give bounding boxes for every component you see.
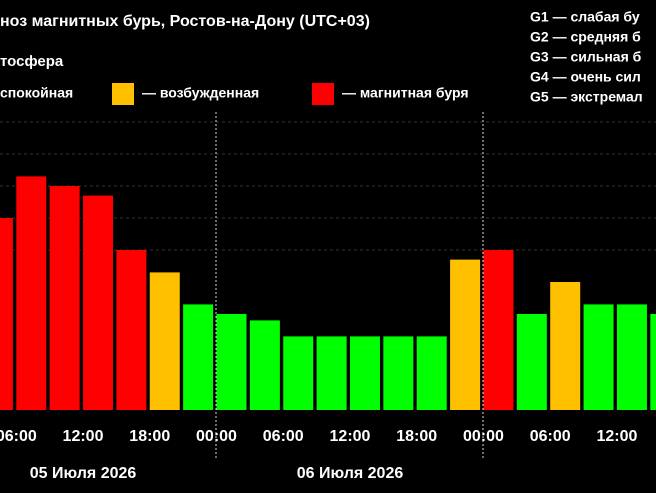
scale-note: G3 — сильная б xyxy=(530,49,642,65)
bar xyxy=(16,176,47,410)
x-tick-label: 12:00 xyxy=(63,428,104,445)
bar xyxy=(349,336,380,410)
legend-swatch xyxy=(312,83,334,105)
x-tick-label: 18:00 xyxy=(129,428,170,445)
bar xyxy=(116,250,147,410)
x-tick-label: 12:00 xyxy=(596,428,637,445)
bar xyxy=(149,272,180,410)
x-tick-label: 18:00 xyxy=(396,428,437,445)
x-tick-label: 06:00 xyxy=(530,428,571,445)
legend-label: — возбужденная xyxy=(142,85,259,101)
bar xyxy=(483,250,514,410)
bar xyxy=(49,186,80,410)
x-tick-label: 06:00 xyxy=(263,428,304,445)
bar xyxy=(183,304,214,410)
bar xyxy=(216,314,247,410)
chart-title: ноз магнитных бурь, Ростов-на-Дону (UTC+… xyxy=(0,13,370,30)
bar xyxy=(450,259,481,410)
scale-note: G1 — слабая бу xyxy=(530,9,640,25)
bar xyxy=(650,314,656,410)
legend-label: — магнитная буря xyxy=(342,85,469,101)
bar xyxy=(249,320,280,410)
bar xyxy=(83,195,114,410)
bar xyxy=(383,336,414,410)
x-tick-label: 06:00 xyxy=(0,428,37,445)
day-label: 05 Июля 2026 xyxy=(30,465,137,482)
scale-note: G4 — очень сил xyxy=(530,69,641,85)
bar xyxy=(550,282,581,410)
scale-note: G5 — экстремал xyxy=(530,89,643,105)
x-tick-label: 00:00 xyxy=(196,428,237,445)
bar xyxy=(416,336,447,410)
bar xyxy=(316,336,347,410)
legend-label: спокойная xyxy=(0,85,73,101)
bar xyxy=(0,218,13,410)
legend-swatch xyxy=(112,83,134,105)
scale-note: G2 — средняя б xyxy=(530,29,641,45)
day-label: 06 Июля 2026 xyxy=(297,465,404,482)
x-tick-label: 12:00 xyxy=(330,428,371,445)
x-tick-label: 00:00 xyxy=(463,428,504,445)
chart-subtitle: тосфера xyxy=(0,53,64,70)
bar xyxy=(583,304,614,410)
bar xyxy=(616,304,647,410)
bar xyxy=(516,314,547,410)
bar xyxy=(283,336,314,410)
